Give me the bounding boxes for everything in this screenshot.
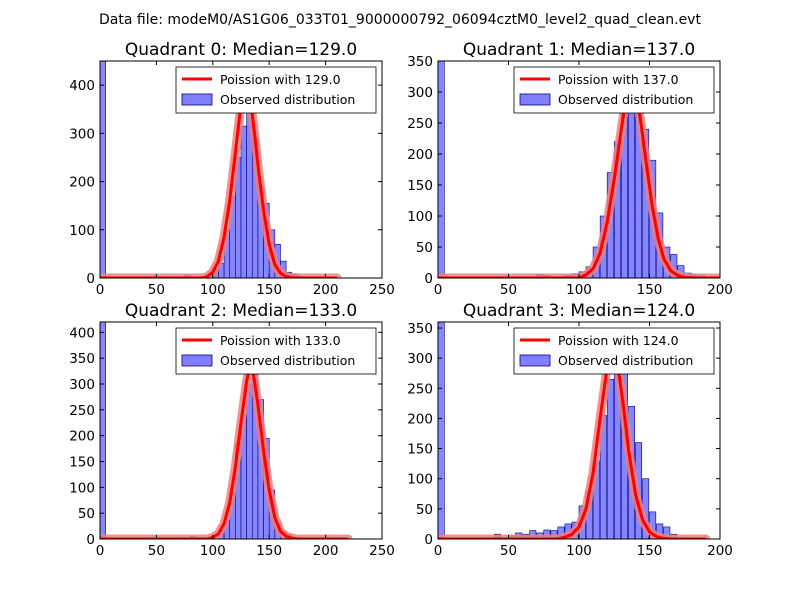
y-tick-label: 200 bbox=[407, 147, 433, 163]
legend-observed-swatch bbox=[181, 354, 213, 367]
y-tick-label: 350 bbox=[69, 351, 95, 367]
legend-observed-label: Observed distribution bbox=[558, 353, 693, 368]
y-tick-label: 100 bbox=[69, 223, 95, 239]
x-tick-label: 150 bbox=[637, 543, 663, 559]
y-tick-label: 100 bbox=[407, 209, 433, 225]
x-tick-label: 150 bbox=[637, 282, 663, 298]
quadrant-3-panel: Quadrant 3: Median=124.0 0 50 100 150 200 0 50… bbox=[407, 301, 733, 559]
quadrant-2-panel: Quadrant 2: Median=133.0 0 50 100 150 200 250… bbox=[69, 301, 395, 559]
y-tick-label: 100 bbox=[407, 472, 433, 488]
x-tick-label: 50 bbox=[148, 543, 165, 559]
legend: Poission with 129.0 Observed distribution bbox=[175, 66, 377, 114]
y-tick-label: 350 bbox=[407, 321, 433, 337]
quadrant-3-title: Quadrant 3: Median=124.0 bbox=[463, 301, 695, 321]
y-tick-label: 250 bbox=[407, 381, 433, 397]
histogram-bar bbox=[240, 125, 247, 278]
y-tick-label: 50 bbox=[78, 506, 95, 522]
quadrant-0-panel: Quadrant 0: Median=129.0 0 50 100 150 200 250… bbox=[69, 40, 395, 298]
x-tick-label: 100 bbox=[566, 282, 592, 298]
legend-poisson-label: Poission with 124.0 bbox=[558, 333, 679, 348]
y-tick-label: 100 bbox=[69, 480, 95, 496]
legend-observed-label: Observed distribution bbox=[220, 92, 355, 107]
x-tick-label: 100 bbox=[200, 282, 226, 298]
x-tick-label: 0 bbox=[434, 543, 443, 559]
y-tick-label: 150 bbox=[407, 178, 433, 194]
y-tick-label: 200 bbox=[407, 411, 433, 427]
x-tick-label: 100 bbox=[200, 543, 226, 559]
x-tick-label: 50 bbox=[148, 282, 165, 298]
x-tick-label: 200 bbox=[313, 282, 339, 298]
y-tick-label: 50 bbox=[416, 240, 433, 256]
axes-frame bbox=[99, 60, 383, 279]
y-tick-label: 300 bbox=[69, 377, 95, 393]
x-tick-label: 0 bbox=[96, 282, 105, 298]
legend-observed-label: Observed distribution bbox=[220, 353, 355, 368]
y-tick-label: 200 bbox=[69, 429, 95, 445]
y-tick-label: 250 bbox=[69, 403, 95, 419]
quadrant-1-title: Quadrant 1: Median=137.0 bbox=[463, 40, 695, 60]
histogram-bar bbox=[663, 526, 671, 539]
figure-suptitle: Data file: modeM0/AS1G06_033T01_90000007… bbox=[99, 12, 701, 28]
y-tick-label: 350 bbox=[407, 54, 433, 70]
x-tick-label: 150 bbox=[256, 282, 282, 298]
axes-frame bbox=[99, 321, 383, 540]
quadrant-2-title: Quadrant 2: Median=133.0 bbox=[125, 301, 357, 321]
histogram-bar bbox=[100, 322, 106, 539]
histogram-bar bbox=[438, 322, 445, 539]
y-tick-label: 400 bbox=[69, 325, 95, 341]
x-tick-label: 200 bbox=[707, 282, 733, 298]
quadrant-0-title: Quadrant 0: Median=129.0 bbox=[125, 40, 357, 60]
x-tick-label: 200 bbox=[313, 543, 339, 559]
x-tick-label: 200 bbox=[707, 543, 733, 559]
legend-observed-label: Observed distribution bbox=[558, 92, 693, 107]
x-tick-label: 250 bbox=[369, 543, 395, 559]
legend-observed-swatch bbox=[181, 93, 213, 106]
x-tick-label: 0 bbox=[96, 543, 105, 559]
y-tick-label: 150 bbox=[407, 442, 433, 458]
x-tick-label: 150 bbox=[256, 543, 282, 559]
y-tick-label: 400 bbox=[69, 78, 95, 94]
legend: Poission with 124.0 Observed distribution bbox=[513, 327, 715, 375]
legend: Poission with 137.0 Observed distribution bbox=[513, 66, 715, 114]
legend-poisson-label: Poission with 129.0 bbox=[220, 72, 341, 87]
legend-poisson-label: Poission with 133.0 bbox=[220, 333, 341, 348]
y-tick-label: 150 bbox=[69, 455, 95, 471]
x-tick-label: 50 bbox=[500, 543, 517, 559]
x-tick-label: 250 bbox=[369, 282, 395, 298]
legend-poisson-label: Poission with 137.0 bbox=[558, 72, 679, 87]
y-tick-label: 0 bbox=[86, 532, 95, 548]
y-tick-label: 300 bbox=[69, 126, 95, 142]
legend-observed-swatch bbox=[519, 93, 551, 106]
y-tick-label: 0 bbox=[424, 532, 433, 548]
y-tick-label: 300 bbox=[407, 351, 433, 367]
legend-observed-swatch bbox=[519, 354, 551, 367]
y-tick-label: 300 bbox=[407, 85, 433, 101]
quadrant-1-panel: Quadrant 1: Median=137.0 0 50 100 150 200 0 50… bbox=[407, 40, 733, 298]
y-tick-label: 0 bbox=[86, 271, 95, 287]
y-tick-label: 50 bbox=[416, 502, 433, 518]
x-tick-label: 0 bbox=[434, 282, 443, 298]
histogram-bar bbox=[100, 61, 106, 278]
x-tick-label: 50 bbox=[500, 282, 517, 298]
y-tick-label: 0 bbox=[424, 271, 433, 287]
histogram-bar bbox=[438, 61, 445, 278]
histogram-bar bbox=[606, 378, 614, 539]
legend: Poission with 133.0 Observed distribution bbox=[175, 327, 377, 375]
y-tick-label: 250 bbox=[407, 116, 433, 132]
y-tick-label: 200 bbox=[69, 175, 95, 191]
x-tick-label: 100 bbox=[566, 543, 592, 559]
